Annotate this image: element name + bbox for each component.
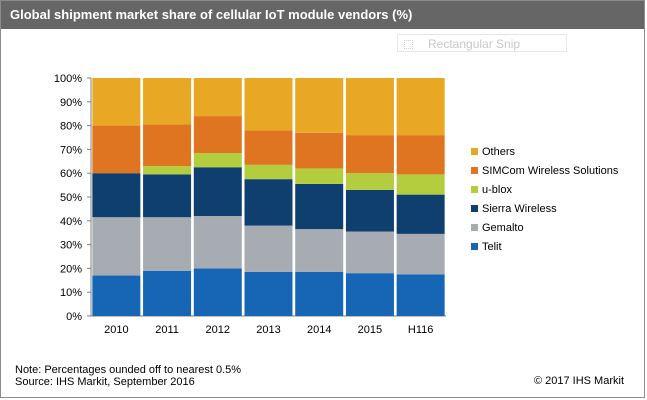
y-tick-label: 40% [60, 216, 82, 228]
y-tick-label: 80% [60, 121, 82, 133]
bar-segment-sierra-wireless [396, 194, 445, 234]
bar-segment-u-blox [295, 168, 344, 184]
bar-segment-telit [396, 274, 445, 316]
bar-segment-u-blox [345, 173, 394, 190]
bar-segment-others [345, 78, 394, 136]
chart-title: Global shipment market share of cellular… [1, 1, 644, 29]
bar-segment-others [92, 78, 141, 126]
legend-swatch [471, 224, 478, 231]
bar-segment-sierra-wireless [92, 173, 141, 218]
bar-segment-telit [295, 271, 344, 316]
bar-segment-simcom-wireless-solutions [244, 130, 293, 165]
copyright: © 2017 IHS Markit [533, 375, 624, 387]
legend-label: Telit [482, 241, 502, 253]
y-tick-label: 100% [54, 73, 82, 85]
bar-segment-sierra-wireless [193, 167, 242, 217]
bar-segment-sierra-wireless [345, 189, 394, 232]
bar-segment-simcom-wireless-solutions [143, 124, 192, 167]
bar-segment-telit [92, 275, 141, 316]
x-tick-label: 2011 [155, 324, 179, 336]
chart-note: Note: Percentages ounded off to nearest … [15, 364, 242, 376]
bar-segment-gemalto [92, 217, 141, 276]
legend-swatch [471, 186, 478, 193]
y-tick-label: 20% [60, 263, 82, 275]
bar-segment-u-blox [244, 164, 293, 180]
x-tick-label: 2010 [104, 324, 128, 336]
y-tick-label: 10% [60, 287, 82, 299]
x-tick-label: 2013 [256, 324, 280, 336]
x-tick-label: 2015 [358, 324, 382, 336]
bar-segment-sierra-wireless [244, 179, 293, 226]
bar-segment-telit [143, 270, 192, 316]
legend-swatch [471, 167, 478, 174]
bar-segment-gemalto [345, 231, 394, 274]
x-tick-label: 2012 [206, 324, 230, 336]
bar-segment-others [244, 78, 293, 131]
bar-segment-others [143, 78, 192, 125]
bar-segment-others [396, 78, 445, 136]
bar-segment-sierra-wireless [143, 174, 192, 218]
bar-segment-gemalto [244, 225, 293, 272]
bar-segment-simcom-wireless-solutions [396, 135, 445, 175]
bar-segment-gemalto [193, 216, 242, 269]
legend-swatch [471, 243, 478, 250]
legend-swatch [471, 205, 478, 212]
bar-segment-gemalto [143, 217, 192, 271]
chart-source: Source: IHS Markit, September 2016 [15, 376, 195, 388]
legend-label: SIMCom Wireless Solutions [482, 165, 619, 177]
bar-segment-gemalto [295, 229, 344, 272]
x-tick-label: H116 [408, 324, 433, 336]
legend-swatch [471, 148, 478, 155]
bar-segment-simcom-wireless-solutions [345, 135, 394, 174]
y-tick-label: 50% [60, 192, 82, 204]
chart-note-block: Note: Percentages ounded off to nearest … [15, 364, 241, 388]
bar-segment-telit [244, 271, 293, 316]
y-tick-label: 70% [60, 144, 82, 156]
snip-label: Rectangular Snip [428, 37, 521, 51]
y-tick-label: 90% [60, 97, 82, 109]
bar-segment-telit [345, 273, 394, 316]
bar-segment-u-blox [193, 152, 242, 168]
bar-segment-u-blox [396, 174, 445, 195]
snip-icon [404, 40, 413, 49]
bar-segment-telit [193, 268, 242, 316]
rectangular-snip-overlay[interactable]: Rectangular Snip [397, 34, 567, 52]
y-tick-label: 30% [60, 240, 82, 252]
bar-segment-sierra-wireless [295, 183, 344, 230]
legend-label: Sierra Wireless [482, 203, 557, 215]
bar-segment-simcom-wireless-solutions [295, 132, 344, 169]
bar-segment-others [193, 78, 242, 117]
legend-label: Others [482, 146, 516, 158]
legend-label: u-blox [482, 184, 512, 196]
bar-segment-u-blox [143, 166, 192, 175]
x-tick-label: 2014 [307, 324, 331, 336]
bar-segment-gemalto [396, 233, 445, 275]
y-tick-label: 0% [66, 311, 82, 323]
legend-label: Gemalto [482, 222, 524, 234]
bar-segment-simcom-wireless-solutions [92, 125, 141, 174]
bar-segment-simcom-wireless-solutions [193, 116, 242, 153]
y-tick-label: 60% [60, 168, 82, 180]
bar-segment-others [295, 78, 344, 133]
